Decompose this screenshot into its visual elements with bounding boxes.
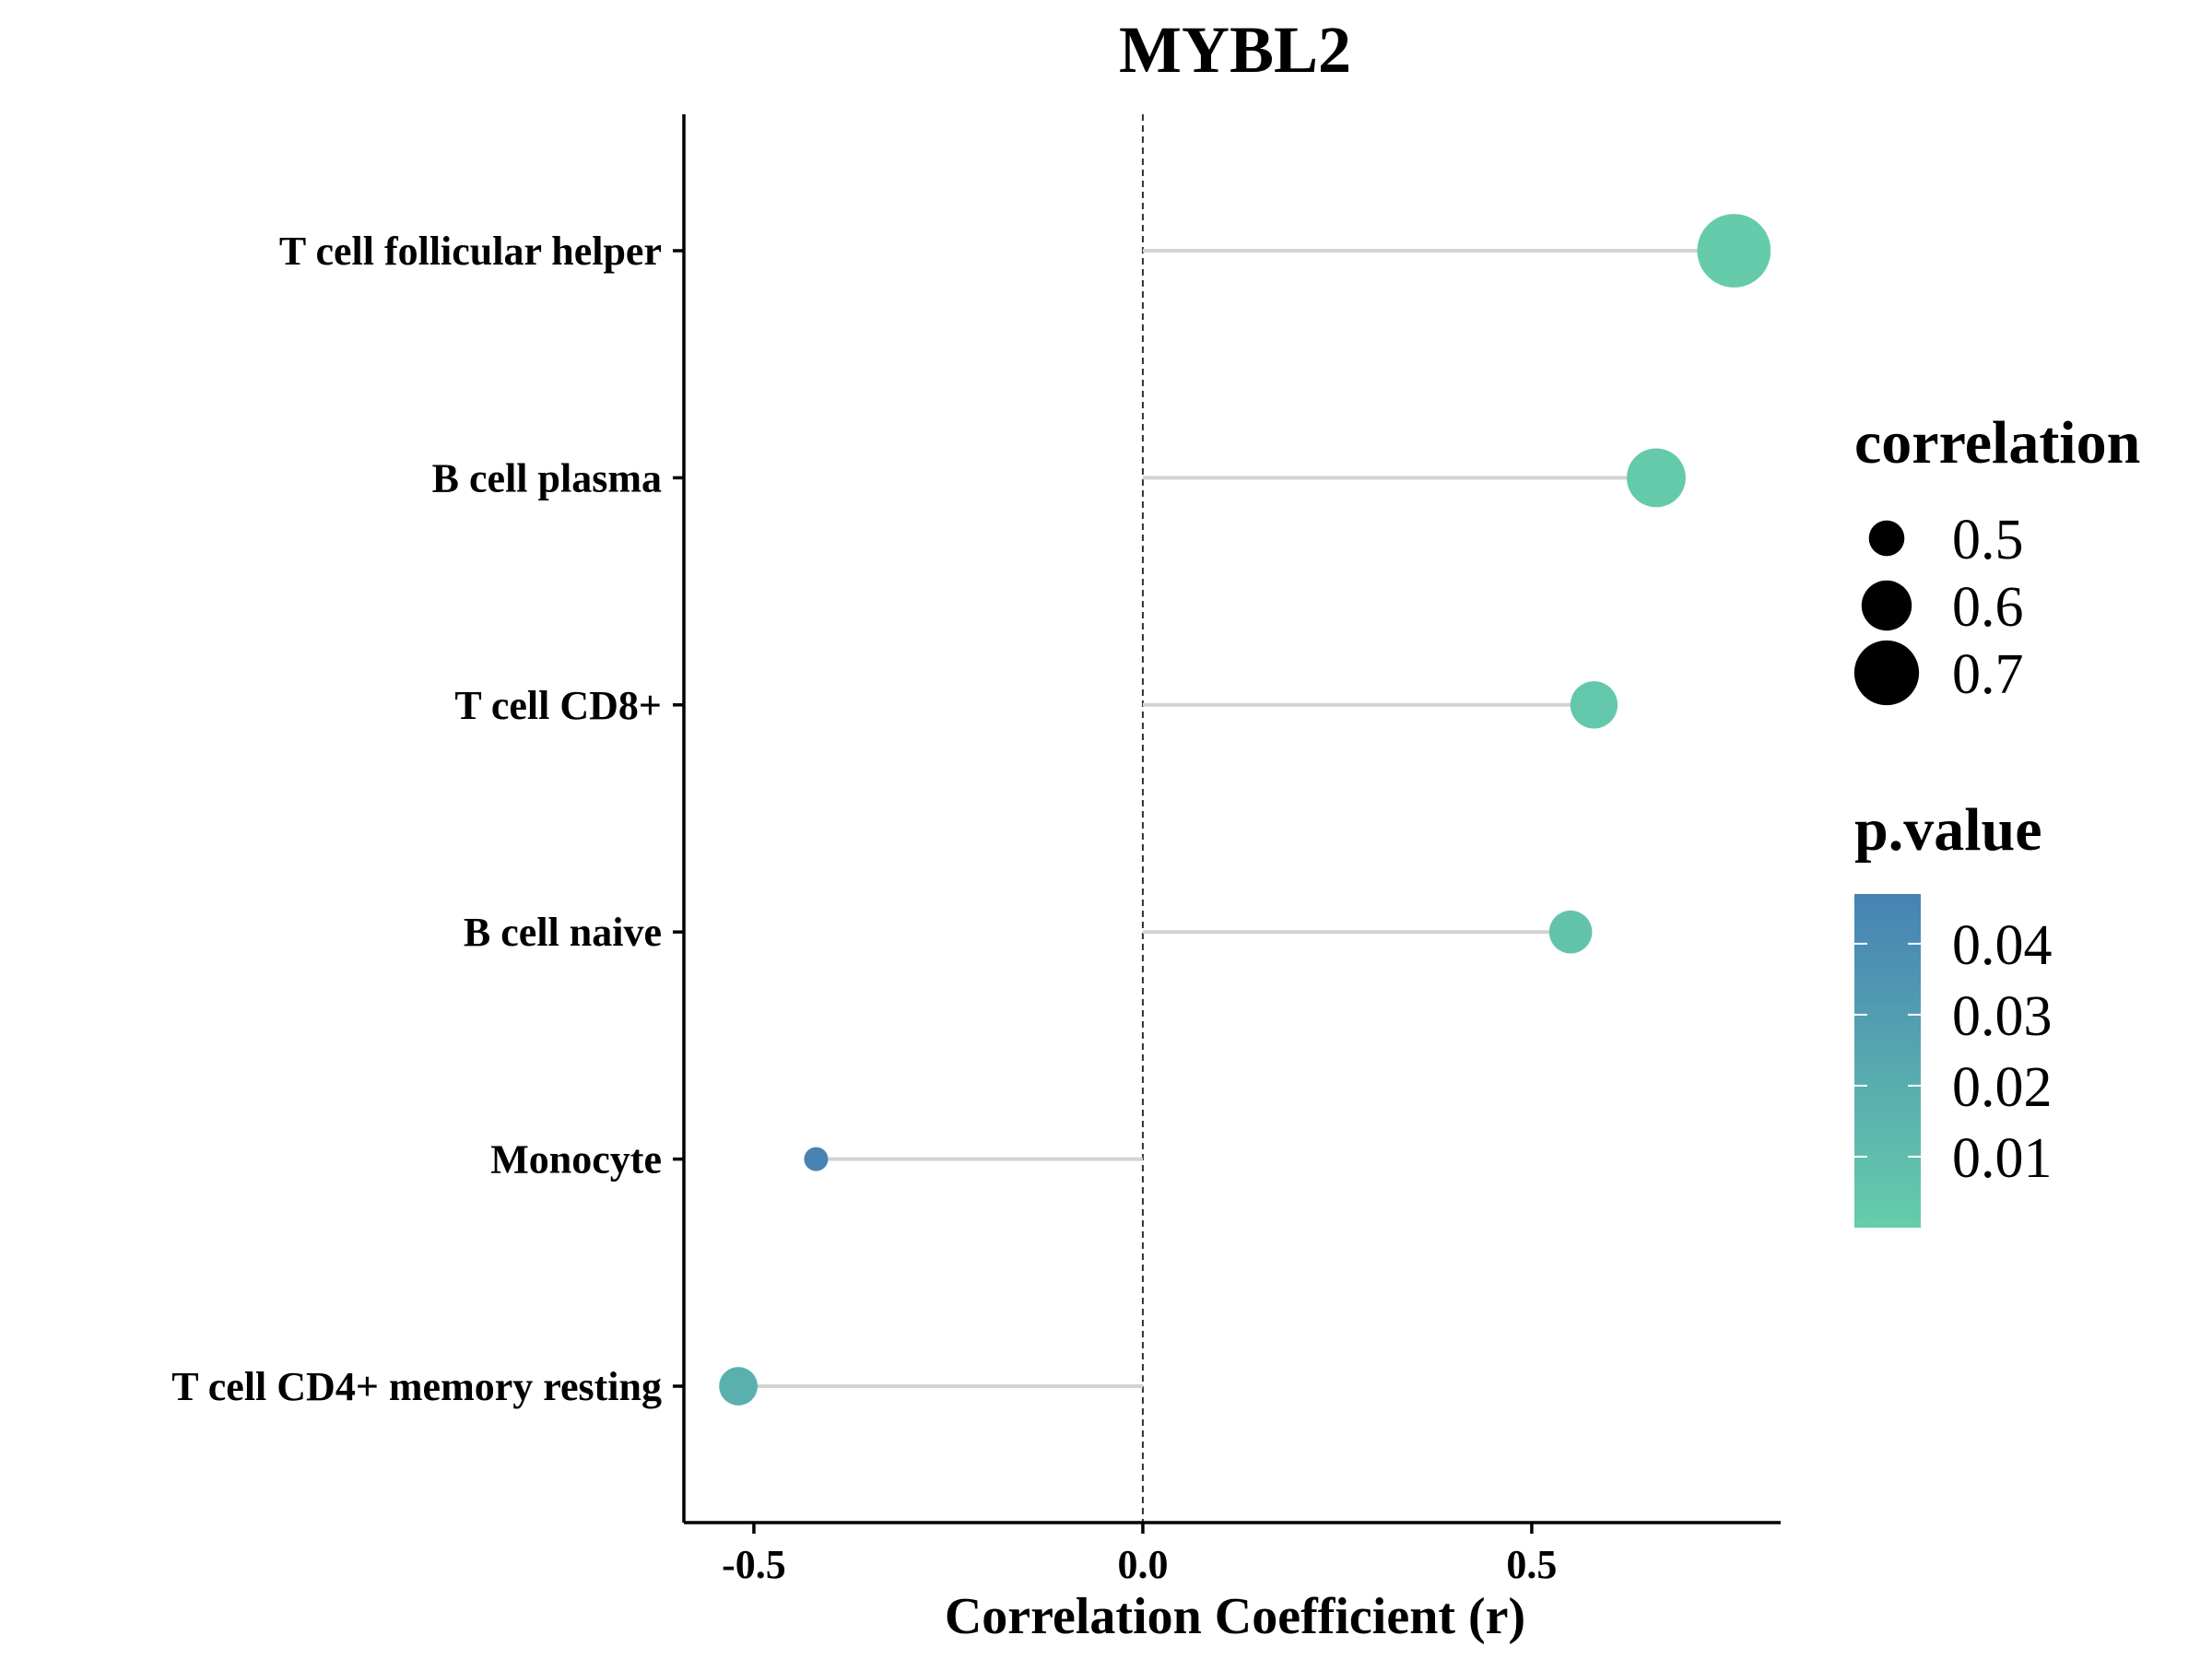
y-tick-label: T cell CD8+ xyxy=(454,683,662,728)
size-legend-key xyxy=(1861,580,1912,631)
p-value-colorbar xyxy=(1854,894,1921,1228)
color-legend-label: 0.01 xyxy=(1952,1127,2053,1190)
chart-title: MYBL2 xyxy=(1119,13,1351,87)
data-point xyxy=(719,1367,758,1406)
size-legend-label: 0.5 xyxy=(1952,509,2024,571)
y-tick-label: T cell CD4+ memory resting xyxy=(171,1364,662,1409)
y-tick-label: Monocyte xyxy=(490,1137,662,1182)
data-point xyxy=(1627,448,1686,508)
size-legend: 0.50.60.7 xyxy=(1853,509,2024,706)
data-point xyxy=(1570,681,1618,729)
y-tick-label: B cell naive xyxy=(464,910,662,955)
color-legend-label: 0.02 xyxy=(1952,1056,2053,1119)
x-tick-label: -0.5 xyxy=(722,1542,786,1587)
legend: correlation 0.50.60.7 p.value 0.040.030.… xyxy=(1853,409,2140,1228)
size-legend-key xyxy=(1868,520,1905,557)
data-point xyxy=(1548,910,1593,954)
x-tick-label: 0.5 xyxy=(1506,1542,1557,1587)
size-legend-label: 0.7 xyxy=(1952,643,2024,706)
color-legend-title: p.value xyxy=(1854,796,2042,864)
plot-area: -0.5 0.0 0.5 T cell follicular helper B cell… xyxy=(171,114,1781,1587)
size-legend-title: correlation xyxy=(1854,409,2140,477)
y-tick-label: B cell plasma xyxy=(432,455,662,500)
color-legend-ticks: 0.04 0.03 0.02 0.01 xyxy=(1854,914,2053,1190)
x-tick-label: 0.0 xyxy=(1117,1542,1168,1587)
x-axis-label: Correlation Coefficient (r) xyxy=(945,1588,1525,1645)
data-point xyxy=(1697,214,1771,288)
color-legend-label: 0.04 xyxy=(1952,914,2053,977)
y-tick-label: T cell follicular helper xyxy=(279,229,662,274)
size-legend-label: 0.6 xyxy=(1952,576,2024,639)
size-legend-key xyxy=(1853,640,1920,706)
data-point xyxy=(804,1147,829,1171)
color-legend-label: 0.03 xyxy=(1952,985,2053,1048)
